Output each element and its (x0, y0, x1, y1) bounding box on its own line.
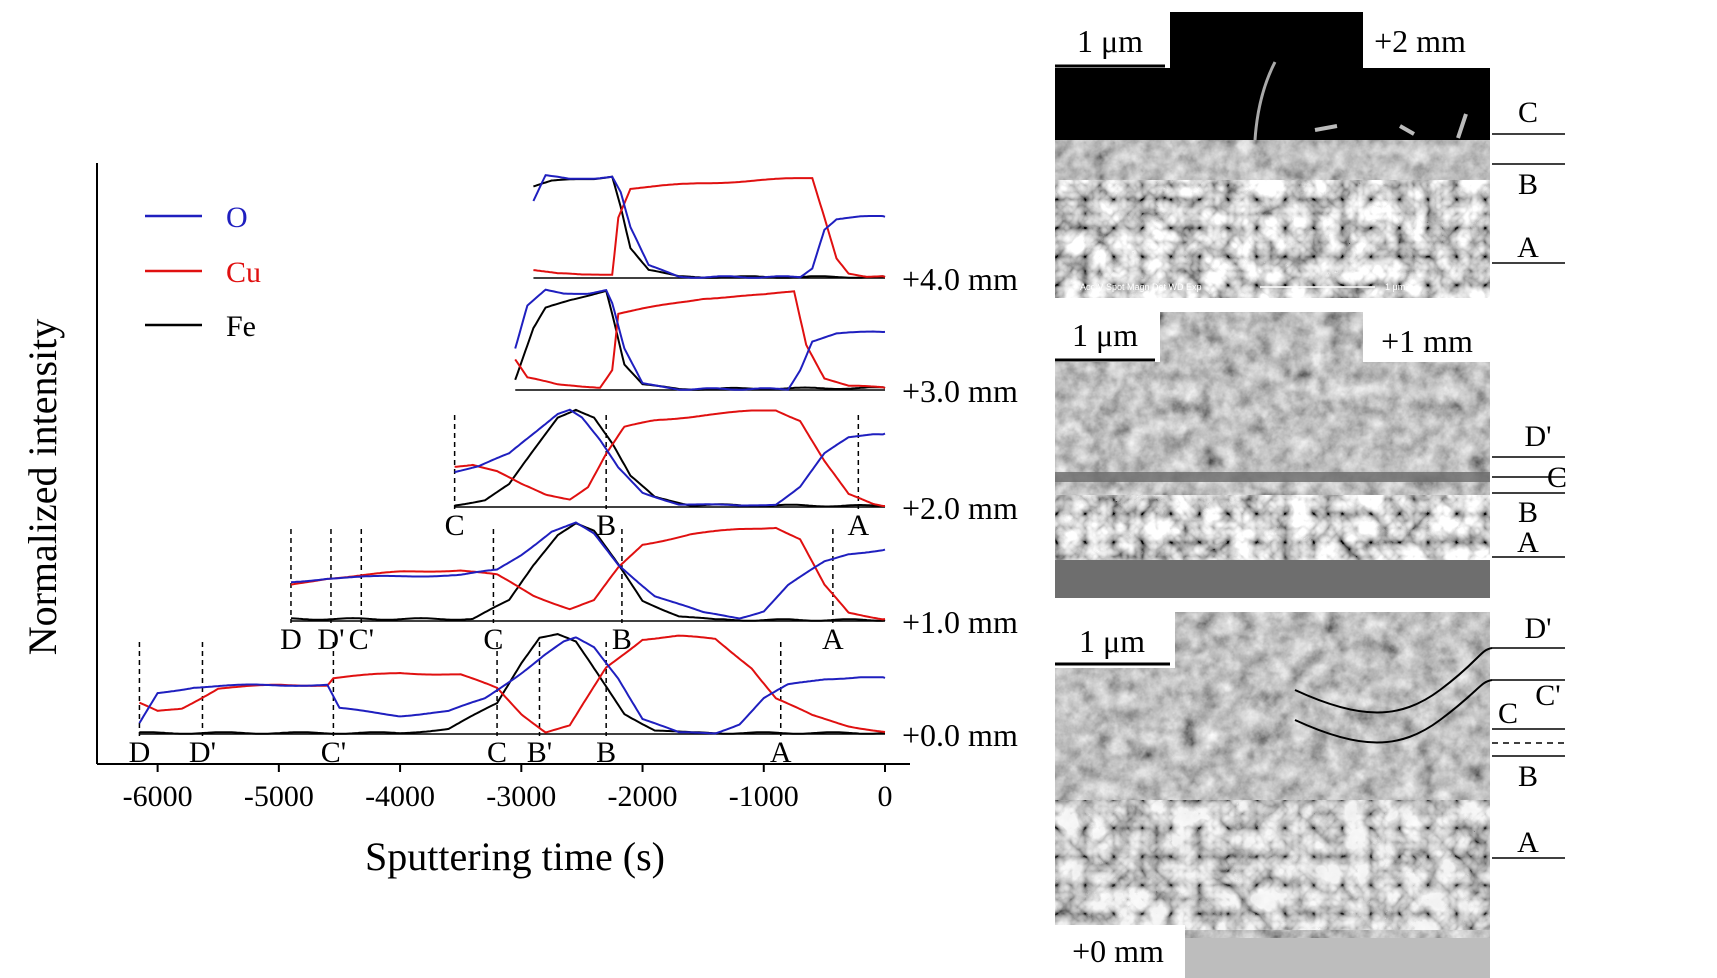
curve-o-panel-1 (514, 288, 886, 391)
sem-3-band-upper (1294, 647, 1493, 714)
boundary-label-3: D (280, 623, 302, 656)
boundary-label-2: A (847, 509, 869, 542)
boundary-label-11: C' (321, 736, 346, 769)
curve-fe-panel-0 (533, 175, 886, 279)
curve-o-panel-3 (290, 521, 886, 620)
legend: O Cu Fe (145, 201, 261, 343)
sem-3-scale-label: 1 μm (1079, 623, 1145, 659)
x-ticks: -6000 -5000 -4000 -3000 -2000 -1000 0 (123, 764, 893, 813)
sem-1-info-bar: Acc.V Spot Magn Det WD Exp (1080, 282, 1202, 292)
curve-cu-panel-0 (533, 177, 886, 278)
legend-label-cu: Cu (226, 256, 261, 289)
sem-3-band-lower (1294, 679, 1493, 744)
sem-3-layer-a: A (1517, 826, 1539, 859)
sem-3-offset: +0 mm (1072, 933, 1164, 969)
depth-profile-chart: -6000 -5000 -4000 -3000 -2000 -1000 0 C B AD D' C'… (20, 163, 1018, 879)
boundary-label-15: A (770, 736, 792, 769)
curve-fe-panel-2 (454, 408, 886, 508)
sem-image-plus-0mm: 1 μm +0 mm D' C' C B A (1055, 612, 1565, 978)
boundary-label-4: D' (317, 623, 344, 656)
sem-1-info-scale: 1 μm (1385, 282, 1405, 292)
curve-fe-panel-4 (139, 633, 886, 735)
offset-label-panel-2: +2.0 mm (902, 490, 1018, 526)
sem-1-scale-label: 1 μm (1077, 23, 1143, 59)
sem-3-layer-dprime: D' (1524, 612, 1551, 645)
sem-2-layer-marks: D' C B A (1492, 420, 1567, 559)
x-tick-label-0: -6000 (123, 780, 193, 813)
sem-2-offset: +1 mm (1381, 323, 1473, 359)
legend-label-o: O (226, 201, 248, 234)
sem-2-scale-label: 1 μm (1072, 317, 1138, 353)
boundary-label-9: D (129, 736, 151, 769)
curve-o-panel-4 (138, 636, 886, 735)
curve-o-panel-0 (532, 174, 886, 279)
offset-labels: +4.0 mm +3.0 mm +2.0 mm +1.0 mm +0.0 mm (902, 261, 1018, 753)
x-axis-label: Sputtering time (s) (365, 834, 665, 879)
sem-1-layer-c: C (1518, 96, 1538, 129)
sem-1-offset: +2 mm (1374, 23, 1466, 59)
sem-2-layer-a: A (1517, 526, 1539, 559)
sem-3-layer-c: C (1498, 697, 1518, 730)
sem-image-plus-1mm: 1 μm +1 mm D' C B A (1055, 312, 1567, 598)
boundary-label-8: A (822, 623, 844, 656)
sem-image-plus-2mm: Acc.V Spot Magn Det WD Exp 1 μm 1 μm +2 … (1055, 12, 1565, 298)
sem-2-layer-b: B (1518, 496, 1538, 529)
boundary-label-12: C (487, 736, 507, 769)
x-tick-label-5: -1000 (729, 780, 799, 813)
offset-label-panel-4: +0.0 mm (902, 717, 1018, 753)
offset-label-panel-3: +1.0 mm (902, 604, 1018, 640)
boundary-label-6: C (483, 623, 503, 656)
sem-3-layer-marks: D' C' C B A (1492, 612, 1565, 859)
offset-label-panel-0: +4.0 mm (902, 261, 1018, 297)
boundary-label-5: C' (349, 623, 374, 656)
sem-3-layer-b: B (1518, 760, 1538, 793)
curve-fe-panel-3 (290, 522, 886, 622)
curve-fe-panel-1 (514, 289, 886, 391)
boundary-label-7: B (612, 623, 632, 656)
x-tick-label-4: -2000 (608, 780, 678, 813)
x-tick-label-6: 0 (878, 780, 893, 813)
curve-o-panel-2 (454, 408, 886, 507)
boundary-label-1: B (596, 509, 616, 542)
curve-cu-panel-3 (290, 526, 886, 621)
boundary-label-14: B (596, 736, 616, 769)
legend-label-fe: Fe (226, 310, 256, 343)
sem-2-layer-dprime: D' (1524, 420, 1551, 453)
boundary-label-13: B' (527, 736, 552, 769)
boundary-label-10: D' (189, 736, 216, 769)
offset-label-panel-1: +3.0 mm (902, 373, 1018, 409)
sem-1-layer-b: B (1518, 168, 1538, 201)
sem-3-layer-cprime: C' (1535, 679, 1560, 712)
sem-images: Acc.V Spot Magn Det WD Exp 1 μm 1 μm +2 … (1055, 12, 1567, 978)
x-tick-label-3: -3000 (486, 780, 556, 813)
curve-cu-panel-1 (514, 290, 886, 389)
y-axis-label: Normalized intensity (20, 319, 65, 656)
boundary-label-0: C (445, 509, 465, 542)
layer-boundary-labels: C B AD D' C' C B AD D' C' C B' B A (129, 509, 870, 769)
sem-1-layer-a: A (1517, 231, 1539, 264)
sem-1-layer-marks: C B A (1492, 96, 1565, 264)
curve-cu-panel-2 (454, 409, 885, 507)
profile-curves (138, 174, 886, 735)
x-tick-label-1: -5000 (244, 780, 314, 813)
x-tick-label-2: -4000 (365, 780, 435, 813)
sem-2-layer-c: C (1547, 461, 1567, 494)
